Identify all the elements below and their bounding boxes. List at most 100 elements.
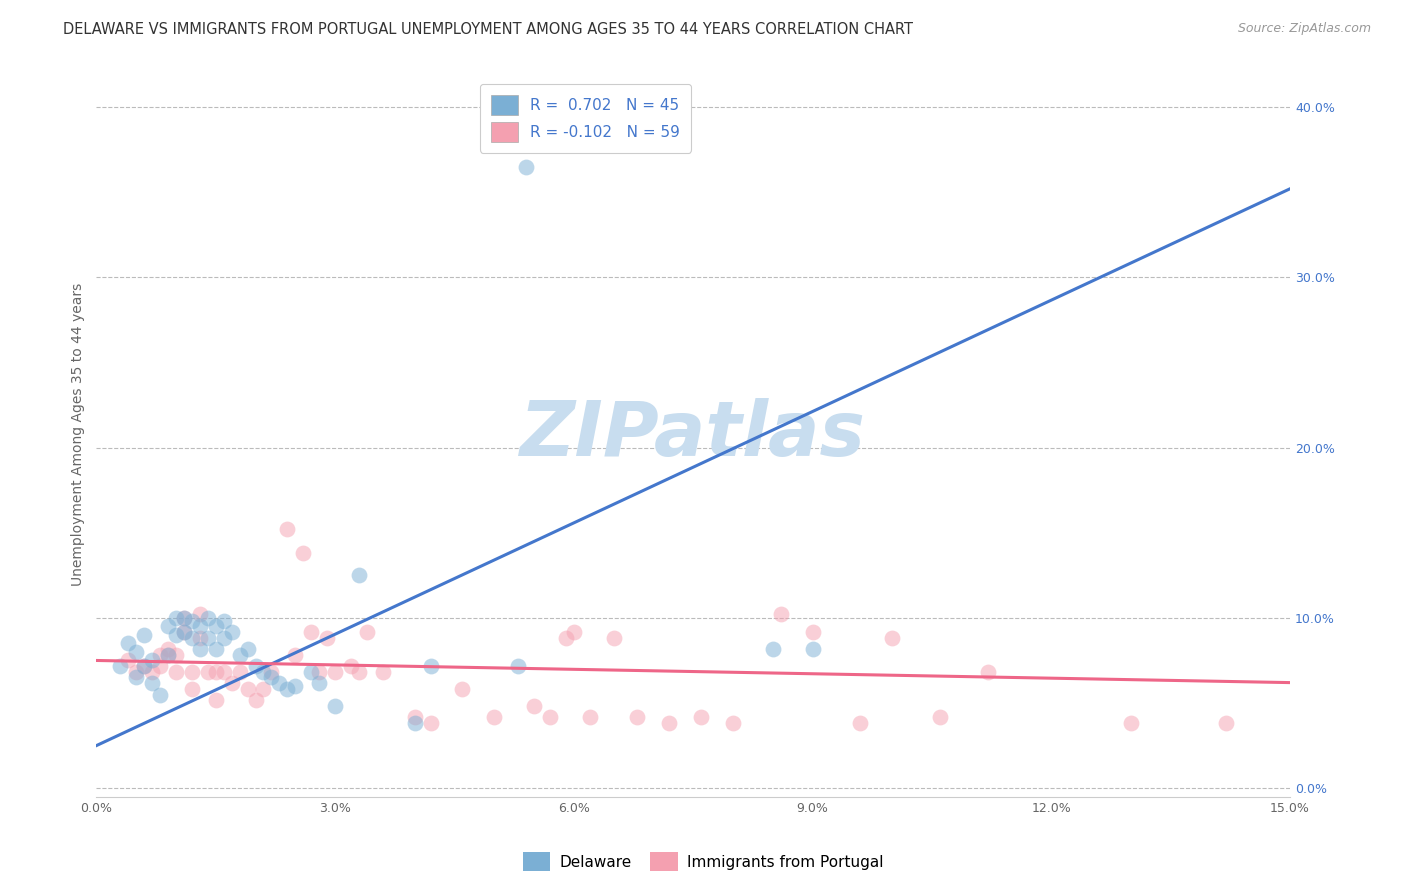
Text: ZIPatlas: ZIPatlas: [520, 398, 866, 472]
Point: [976, 665, 998, 680]
Point: [141, 665, 163, 680]
Point: [180, 632, 202, 646]
Point: [340, 658, 363, 673]
Point: [141, 675, 163, 690]
Point: [299, 665, 322, 680]
Point: [204, 641, 226, 656]
Point: [292, 546, 315, 560]
Point: [188, 619, 211, 633]
Point: [347, 568, 370, 582]
Point: [156, 641, 179, 656]
Point: [212, 632, 235, 646]
Legend: Delaware, Immigrants from Portugal: Delaware, Immigrants from Portugal: [516, 847, 890, 877]
Point: [156, 648, 179, 663]
Point: [762, 641, 785, 656]
Point: [125, 645, 148, 659]
Point: [404, 716, 426, 731]
Point: [252, 682, 274, 697]
Point: [117, 653, 139, 667]
Point: [188, 632, 211, 646]
Point: [149, 648, 172, 663]
Point: [141, 653, 163, 667]
Point: [110, 658, 132, 673]
Point: [284, 648, 307, 663]
Point: [149, 688, 172, 702]
Point: [204, 665, 226, 680]
Point: [245, 658, 267, 673]
Point: [404, 709, 426, 723]
Point: [419, 658, 441, 673]
Point: [308, 675, 330, 690]
Point: [538, 709, 561, 723]
Point: [212, 615, 235, 629]
Point: [173, 611, 195, 625]
Point: [602, 632, 624, 646]
Y-axis label: Unemployment Among Ages 35 to 44 years: Unemployment Among Ages 35 to 44 years: [72, 284, 86, 586]
Point: [769, 607, 792, 622]
Point: [156, 619, 179, 633]
Point: [204, 692, 226, 706]
Point: [188, 641, 211, 656]
Point: [419, 716, 441, 731]
Point: [197, 611, 219, 625]
Point: [132, 628, 155, 642]
Point: [523, 699, 546, 714]
Point: [308, 665, 330, 680]
Point: [484, 709, 506, 723]
Point: [173, 624, 195, 639]
Point: [197, 632, 219, 646]
Point: [849, 716, 872, 731]
Point: [236, 682, 259, 697]
Point: [284, 679, 307, 693]
Point: [204, 619, 226, 633]
Point: [299, 624, 322, 639]
Point: [626, 709, 648, 723]
Point: [269, 675, 291, 690]
Point: [928, 709, 950, 723]
Point: [165, 611, 187, 625]
Point: [132, 658, 155, 673]
Point: [515, 160, 537, 174]
Point: [188, 607, 211, 622]
Text: DELAWARE VS IMMIGRANTS FROM PORTUGAL UNEMPLOYMENT AMONG AGES 35 TO 44 YEARS CORR: DELAWARE VS IMMIGRANTS FROM PORTUGAL UNE…: [63, 22, 914, 37]
Point: [236, 641, 259, 656]
Text: Source: ZipAtlas.com: Source: ZipAtlas.com: [1237, 22, 1371, 36]
Point: [156, 648, 179, 663]
Point: [245, 692, 267, 706]
Point: [165, 665, 187, 680]
Point: [125, 665, 148, 680]
Point: [371, 665, 394, 680]
Point: [221, 675, 243, 690]
Point: [221, 624, 243, 639]
Point: [212, 665, 235, 680]
Point: [276, 682, 298, 697]
Point: [316, 632, 339, 646]
Point: [1215, 716, 1237, 731]
Point: [165, 628, 187, 642]
Point: [690, 709, 713, 723]
Point: [562, 624, 585, 639]
Point: [132, 658, 155, 673]
Point: [180, 615, 202, 629]
Point: [1119, 716, 1142, 731]
Point: [451, 682, 474, 697]
Point: [252, 665, 274, 680]
Point: [173, 624, 195, 639]
Point: [180, 682, 202, 697]
Point: [149, 658, 172, 673]
Point: [173, 611, 195, 625]
Point: [801, 624, 824, 639]
Point: [347, 665, 370, 680]
Point: [554, 632, 576, 646]
Point: [508, 658, 530, 673]
Point: [323, 699, 346, 714]
Point: [643, 126, 665, 140]
Point: [180, 665, 202, 680]
Point: [356, 624, 378, 639]
Point: [323, 665, 346, 680]
Point: [276, 522, 298, 536]
Point: [228, 665, 250, 680]
Point: [165, 648, 187, 663]
Point: [882, 632, 904, 646]
Point: [658, 716, 681, 731]
